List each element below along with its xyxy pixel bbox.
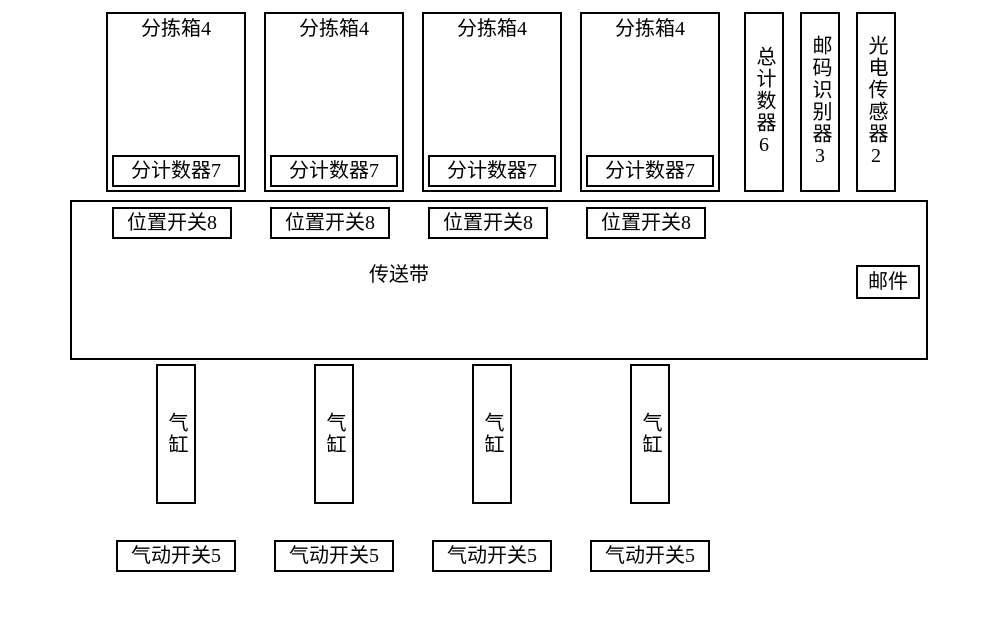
cylinder-label-1: 气缸 xyxy=(156,384,196,484)
code-reader-label: 邮码识别器3 xyxy=(800,18,840,186)
sorting-box-label-4: 分拣箱4 xyxy=(580,16,720,42)
sub-counter-label-1: 分计数器7 xyxy=(112,155,240,187)
pneumatic-switch-label-1: 气动开关5 xyxy=(116,540,236,572)
pneumatic-switch-label-3: 气动开关5 xyxy=(432,540,552,572)
position-switch-label-4: 位置开关8 xyxy=(586,207,706,239)
cylinder-label-4: 气缸 xyxy=(630,384,670,484)
position-switch-label-3: 位置开关8 xyxy=(428,207,548,239)
conveyor-label: 传送带 xyxy=(70,260,728,290)
position-switch-label-1: 位置开关8 xyxy=(112,207,232,239)
total-counter-label: 总计数器6 xyxy=(744,18,784,186)
pneumatic-switch-label-2: 气动开关5 xyxy=(274,540,394,572)
mail-label: 邮件 xyxy=(856,265,920,299)
diagram-canvas: 传送带 分拣箱4 分计数器7 位置开关8 气缸气动开关5 分拣箱4 分计数器7 位置开关8 气缸… xyxy=(0,0,1000,639)
cylinder-label-2: 气缸 xyxy=(314,384,354,484)
sub-counter-label-3: 分计数器7 xyxy=(428,155,556,187)
cylinder-label-3: 气缸 xyxy=(472,384,512,484)
position-switch-label-2: 位置开关8 xyxy=(270,207,390,239)
photo-sensor-label: 光电传感器2 xyxy=(856,18,896,186)
pneumatic-switch-label-4: 气动开关5 xyxy=(590,540,710,572)
sub-counter-label-4: 分计数器7 xyxy=(586,155,714,187)
sub-counter-label-2: 分计数器7 xyxy=(270,155,398,187)
sorting-box-label-3: 分拣箱4 xyxy=(422,16,562,42)
sorting-box-label-2: 分拣箱4 xyxy=(264,16,404,42)
sorting-box-label-1: 分拣箱4 xyxy=(106,16,246,42)
